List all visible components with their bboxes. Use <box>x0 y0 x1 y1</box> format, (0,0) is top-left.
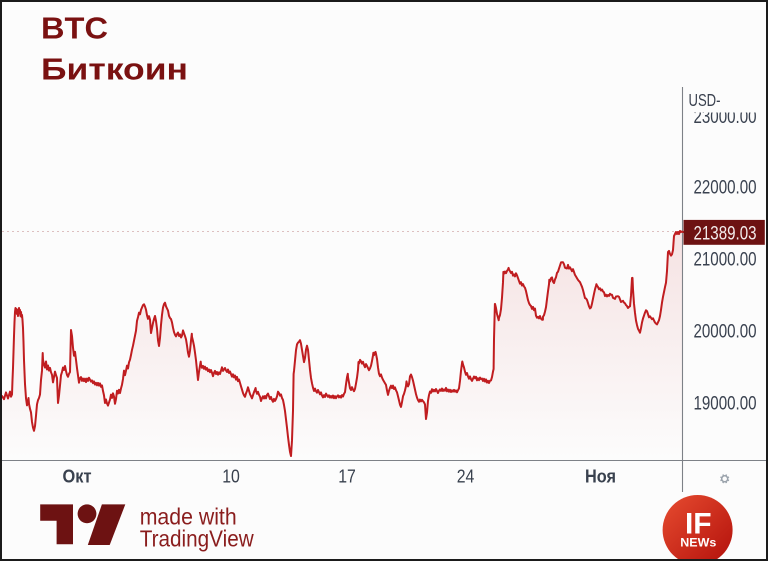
svg-text:17: 17 <box>338 466 356 487</box>
svg-text:USD-: USD- <box>689 90 721 110</box>
svg-text:22000.00: 22000.00 <box>694 178 757 199</box>
svg-text:NEWs: NEWs <box>680 537 716 549</box>
svg-text:20000.00: 20000.00 <box>694 322 757 343</box>
svg-text:Окт: Окт <box>63 466 92 487</box>
svg-text:Ноя: Ноя <box>585 466 616 487</box>
svg-text:21000.00: 21000.00 <box>694 250 757 271</box>
svg-text:IF: IF <box>685 508 712 541</box>
svg-text:24: 24 <box>457 466 475 487</box>
svg-text:BTC: BTC <box>41 11 108 46</box>
svg-text:made with: made with <box>140 504 237 530</box>
svg-text:19000.00: 19000.00 <box>694 394 757 415</box>
svg-text:Биткоин: Биткоин <box>41 52 188 87</box>
svg-text:21389.03: 21389.03 <box>694 224 757 245</box>
svg-text:10: 10 <box>222 466 240 487</box>
svg-text:TradingView: TradingView <box>140 526 254 552</box>
